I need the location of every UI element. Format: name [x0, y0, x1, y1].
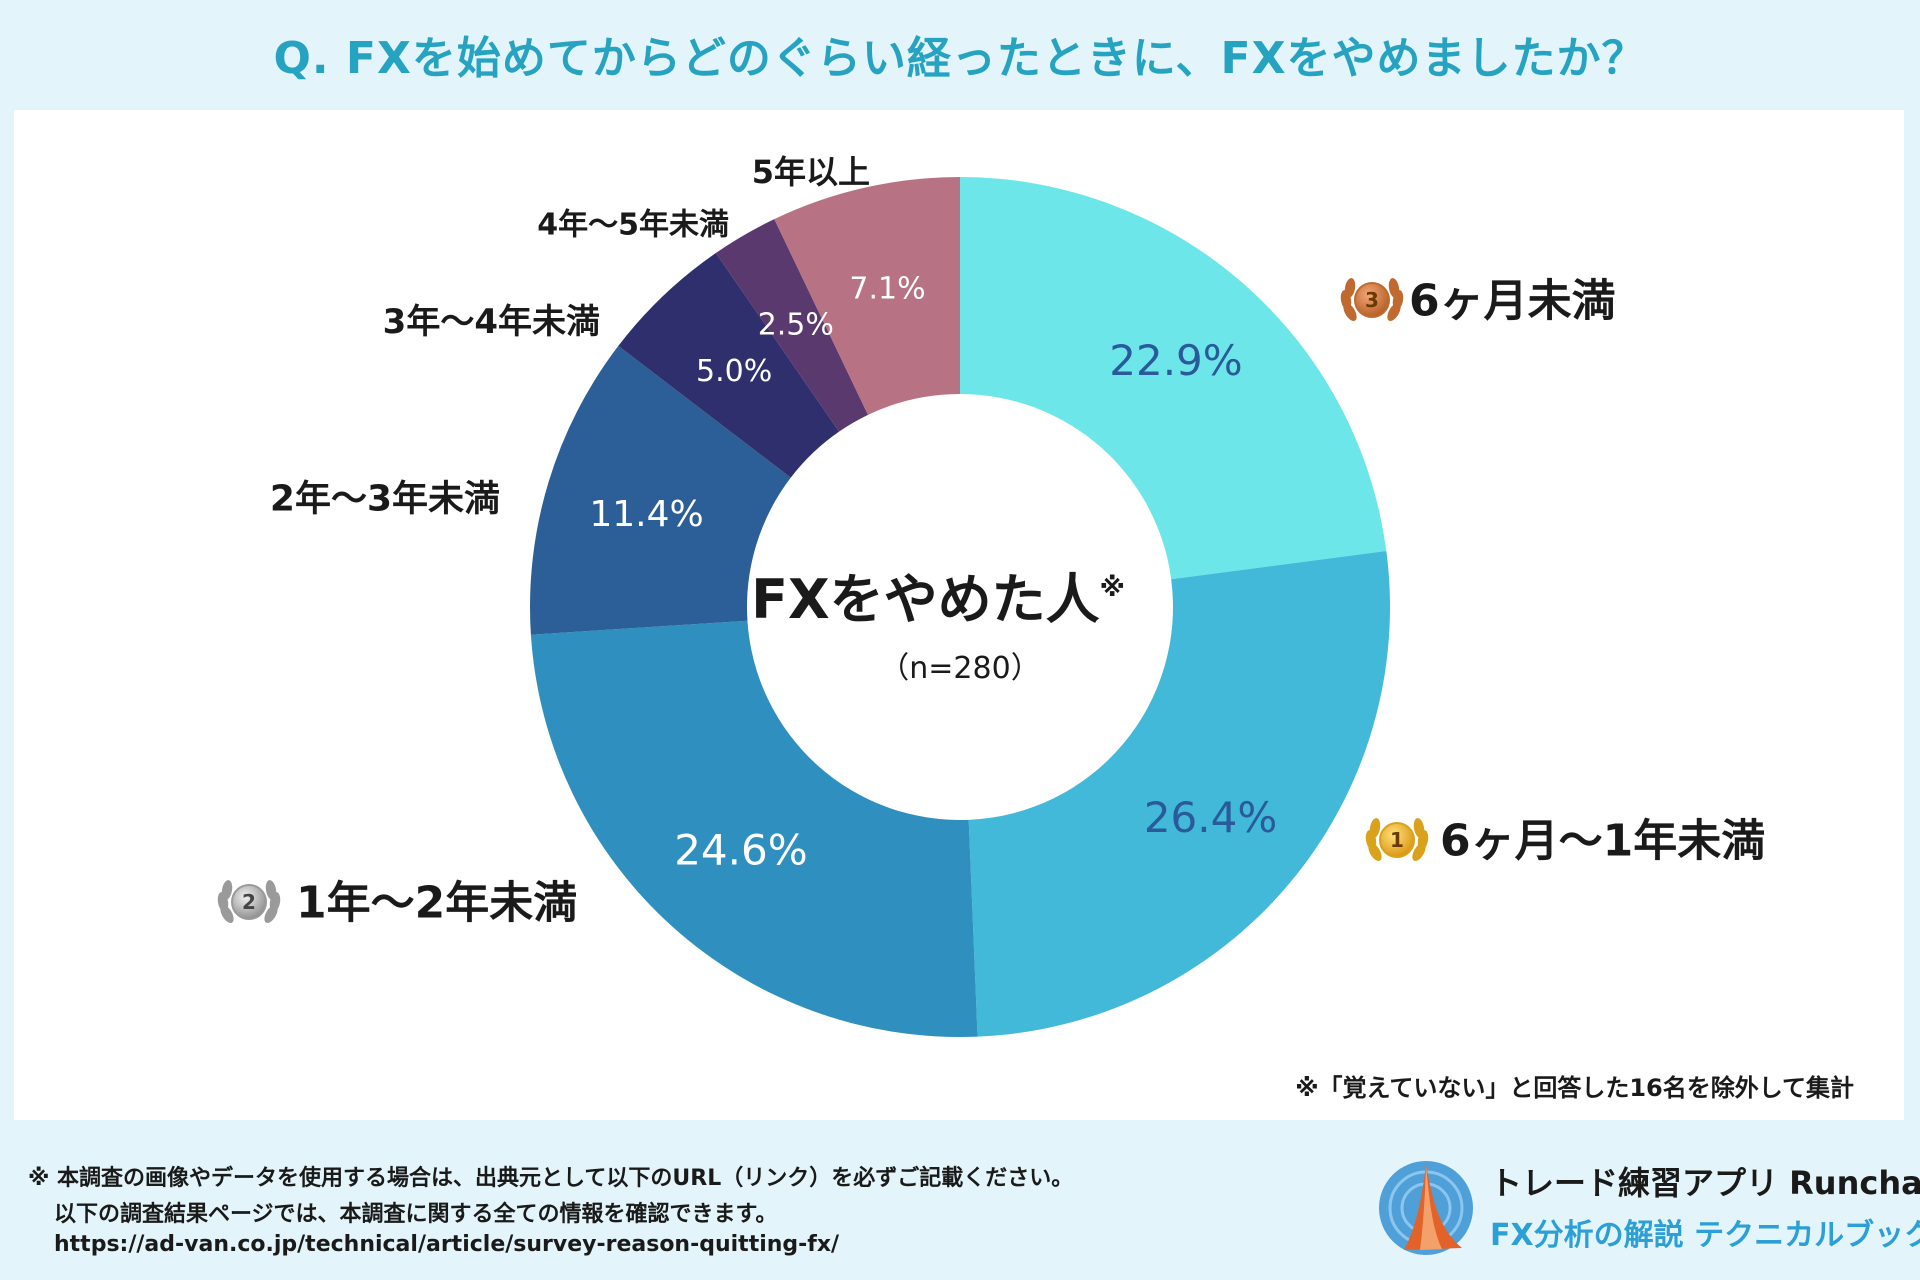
brand-subtitle: FX分析の解説 テクニカルブック: [1490, 1218, 1920, 1253]
medal-leaf: [1369, 818, 1381, 838]
slice-value-label: 22.9%: [1109, 336, 1242, 385]
pie-slice: [774, 177, 960, 415]
page-title: Q. FXを始めてからどのぐらい経ったときに、FXをやめましたか？: [273, 33, 1647, 84]
slice-value-label: 26.4%: [1144, 793, 1277, 842]
pie-slice: [968, 551, 1390, 1037]
medal-leaf: [221, 880, 233, 900]
pie-slice: [530, 345, 791, 635]
donut-chart: 22.9% 26.4% 24.6% 11.4% 5.0% 2.5% 7.1% 6ヶ月未満 6ヶ…: [217, 153, 1854, 1102]
pie-slice: [960, 177, 1387, 580]
medal-leaf: [1388, 278, 1400, 298]
slice-value-label: 5.0%: [696, 354, 772, 389]
footer: ※ 本調査の画像やデータを使用する場合は、出典元として以下のURL（リンク）を必…: [0, 1120, 1920, 1280]
center-mark: ※: [1100, 573, 1125, 603]
slice-value-label: 24.6%: [674, 825, 807, 874]
brand-name: トレード練習アプリ Runcha: [1490, 1164, 1920, 1202]
footer-url[interactable]: https://ad-van.co.jp/technical/article/s…: [54, 1232, 840, 1257]
category-label: 6ヶ月未満: [1409, 275, 1616, 326]
medal-disc: [1379, 822, 1415, 858]
medal-disc: [231, 884, 267, 920]
medal-leaf: [265, 880, 277, 900]
medal-rank: 2: [242, 890, 256, 914]
center-sample-size: （n=280）: [879, 651, 1040, 686]
footer-usage-note: ※ 本調査の画像やデータを使用する場合は、出典元として以下のURL（リンク）を必…: [28, 1166, 1074, 1191]
slice-value-label: 2.5%: [758, 308, 834, 343]
category-label: 2年〜3年未満: [270, 479, 500, 520]
bronze-medal-icon: 3: [1340, 278, 1404, 322]
medal-leaf: [1344, 278, 1356, 298]
runcha-logo-icon: [1379, 1161, 1473, 1255]
footer-info-note: 以下の調査結果ページでは、本調査に関する全ての情報を確認できます。: [54, 1202, 778, 1227]
slice-value-label: 11.4%: [589, 494, 703, 535]
medal-disc: [1354, 282, 1390, 318]
pie-slice: [715, 219, 869, 432]
category-label: 6ヶ月〜1年未満: [1440, 815, 1765, 866]
category-label: 1年〜2年未満: [296, 877, 577, 928]
slice-value-label: 7.1%: [849, 272, 925, 307]
pie-slice: [618, 253, 840, 478]
category-label: 3年〜4年未満: [383, 302, 600, 342]
category-label: 4年〜5年未満: [537, 208, 729, 243]
medal-rank: 1: [1390, 828, 1404, 852]
pie-slice: [530, 620, 978, 1037]
center-title: FXをやめた人※: [751, 568, 1125, 631]
medal-leaf: [1413, 818, 1425, 838]
medal-rank: 3: [1365, 288, 1379, 312]
chart-note: ※「覚えていない」と回答した16名を除外して集計: [1295, 1074, 1854, 1102]
silver-medal-icon: 2: [217, 880, 281, 924]
category-label: 5年以上: [752, 153, 870, 191]
chart-card: 22.9% 26.4% 24.6% 11.4% 5.0% 2.5% 7.1% 6ヶ月未満 6ヶ…: [14, 110, 1904, 1120]
gold-medal-icon: 1: [1365, 818, 1429, 862]
